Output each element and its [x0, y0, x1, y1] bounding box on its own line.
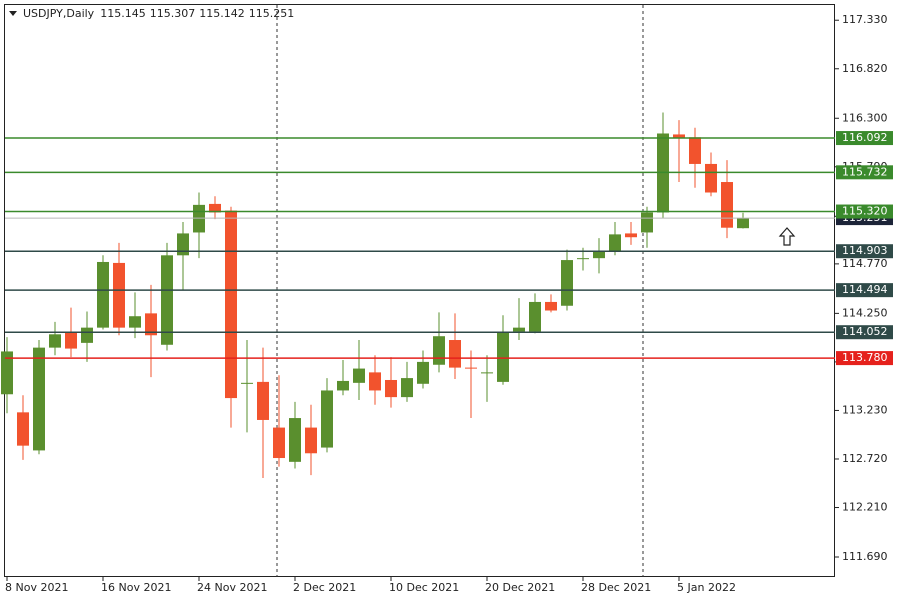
candle-body	[465, 367, 477, 369]
level-label: 114.052	[842, 325, 888, 338]
y-tick-label: 111.690	[842, 550, 888, 563]
candle-body	[609, 234, 621, 251]
y-tick-label: 116.300	[842, 111, 888, 124]
candle-body	[161, 255, 173, 345]
level-label-bg	[836, 283, 893, 298]
candle-body	[737, 218, 749, 229]
candle-body	[193, 204, 205, 233]
x-tick-label: 2 Dec 2021	[293, 581, 356, 594]
open-value: 115.145	[100, 7, 146, 20]
candle-body	[305, 427, 317, 454]
candle-body	[385, 379, 397, 398]
arrow-up-icon	[778, 227, 796, 246]
level-label-bg	[836, 325, 893, 340]
candle-body	[17, 412, 29, 446]
candle-body	[529, 301, 541, 332]
candle-body	[497, 332, 509, 382]
candle-body	[449, 340, 461, 368]
candle-body	[1, 351, 13, 395]
candle-body	[641, 212, 653, 233]
candle-body	[129, 316, 141, 328]
x-tick-label: 10 Dec 2021	[389, 581, 459, 594]
candle-body	[577, 258, 589, 260]
level-label: 114.903	[842, 244, 888, 257]
candle-body	[561, 260, 573, 306]
candle-body	[177, 233, 189, 256]
candle-body	[481, 372, 493, 374]
candle-body	[209, 203, 221, 213]
candle-body	[49, 334, 61, 348]
y-tick-label: 117.330	[842, 13, 888, 26]
candle-body	[33, 347, 45, 451]
candle-body	[417, 361, 429, 384]
candle-body	[145, 313, 157, 336]
level-label: 113.780	[842, 351, 888, 364]
candle-body	[401, 378, 413, 398]
level-label-bg	[836, 244, 893, 259]
candle-body	[593, 250, 605, 259]
level-label-bg	[836, 131, 893, 146]
level-label-bg	[836, 165, 893, 180]
x-tick-label: 16 Nov 2021	[101, 581, 171, 594]
candle-body	[81, 327, 93, 343]
level-label-bg	[836, 204, 893, 219]
symbol-menu-icon[interactable]	[9, 11, 17, 16]
candle-body	[65, 332, 77, 349]
candle-body	[97, 261, 109, 328]
candle-body	[353, 368, 365, 383]
candle-body	[689, 137, 701, 164]
candle-body	[273, 427, 285, 459]
candle-body	[545, 301, 557, 311]
y-tick-label: 113.230	[842, 403, 888, 416]
level-label: 116.092	[842, 131, 888, 144]
y-tick-label: 112.210	[842, 501, 888, 514]
candle-body	[289, 418, 301, 462]
chart-header: USDJPY,Daily 115.145 115.307 115.142 115.251	[23, 7, 294, 20]
level-label: 115.732	[842, 165, 888, 178]
y-tick-label: 114.770	[842, 257, 888, 270]
candle-body	[241, 382, 253, 384]
candle-body	[433, 336, 445, 365]
candle-body	[321, 390, 333, 448]
level-label: 115.320	[842, 205, 888, 218]
candle-body	[721, 182, 733, 228]
candle-body	[257, 381, 269, 420]
y-tick-label: 116.820	[842, 62, 888, 75]
low-value: 115.142	[199, 7, 245, 20]
candle-body	[705, 163, 717, 193]
x-tick-label: 8 Nov 2021	[5, 581, 68, 594]
x-tick-label: 5 Jan 2022	[677, 581, 736, 594]
close-value: 115.251	[249, 7, 295, 20]
x-tick-label: 24 Nov 2021	[197, 581, 267, 594]
candle-body	[337, 380, 349, 391]
candle-body	[113, 262, 125, 328]
x-tick-label: 20 Dec 2021	[485, 581, 555, 594]
y-tick-label: 112.720	[842, 452, 888, 465]
level-label: 114.494	[842, 283, 888, 296]
high-value: 115.307	[150, 7, 196, 20]
x-tick-label: 28 Dec 2021	[581, 581, 651, 594]
y-tick-label: 114.250	[842, 306, 888, 319]
candle-body	[225, 210, 237, 399]
candle-body	[673, 134, 685, 139]
symbol: USDJPY,Daily	[23, 7, 95, 20]
candle-body	[369, 372, 381, 391]
candle-body	[625, 233, 637, 238]
level-label-bg	[836, 351, 893, 366]
candle-body	[513, 327, 525, 332]
